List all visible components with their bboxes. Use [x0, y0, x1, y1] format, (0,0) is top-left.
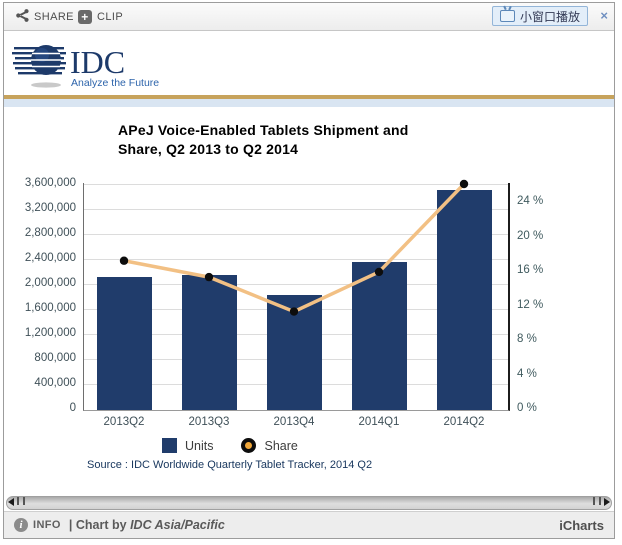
- y-axis-tick-right: 0 %: [517, 402, 537, 414]
- y-axis-tick-right: 12 %: [517, 298, 544, 311]
- y-axis-tick-left: 1,200,000: [24, 327, 76, 339]
- plot-area: 0 400,000 800,000 1,200,000 1,600,000 2,000,0…: [25, 177, 543, 428]
- share-line-layer: [119, 179, 469, 316]
- share-line: [122, 182, 466, 314]
- idc-logo-text: IDC: [70, 44, 125, 80]
- y-axis-tick-right: 8 %: [517, 333, 537, 346]
- x-axis-tick: 2014Q2: [443, 416, 485, 428]
- y-axis-tick-left: 1,600,000: [24, 302, 76, 314]
- grid-line: [84, 209, 508, 210]
- scrollbar-track[interactable]: [6, 496, 612, 510]
- chart-credit: | Chart by IDC Asia/Pacific: [69, 518, 225, 532]
- x-axis-tick: 2013Q3: [188, 416, 230, 428]
- bar-2013Q2[interactable]: [97, 277, 152, 410]
- y-axis-tick-left: 2,400,000: [24, 252, 76, 264]
- horizontal-scrollbar: [4, 495, 614, 511]
- info-label[interactable]: INFO: [33, 519, 61, 531]
- legend-units-label[interactable]: Units: [185, 438, 214, 453]
- y-axis-tick-left: 800,000: [34, 352, 76, 364]
- tv-icon: [499, 10, 515, 22]
- toolbar: SHARE + CLIP 小窗口播放 ×: [4, 3, 614, 31]
- clip-button[interactable]: + CLIP: [78, 3, 123, 30]
- popup-play-label: 小窗口播放: [519, 9, 580, 24]
- bar-2014Q1[interactable]: [352, 261, 407, 410]
- chart-title-line2: Share, Q2 2013 to Q2 2014: [118, 141, 299, 157]
- y-axis-tick-left: 2,000,000: [24, 277, 76, 289]
- y-axis-tick-right: 24 %: [517, 195, 544, 208]
- y-axis-tick-left: 0: [69, 402, 76, 414]
- chart-widget: SHARE + CLIP 小窗口播放 ×: [3, 2, 615, 539]
- scroll-left-arrow-icon[interactable]: [8, 498, 14, 506]
- source-note: Source : IDC Worldwide Quarterly Tablet …: [87, 459, 373, 471]
- legend-share-label[interactable]: Share: [264, 438, 298, 453]
- idc-logo: IDC Analyze the Future: [12, 44, 159, 89]
- chart-section: APeJ Voice-Enabled Tablets Shipment and …: [4, 107, 614, 496]
- credit-divider: |: [68, 518, 73, 532]
- y-axis-tick-right: 16 %: [517, 264, 544, 277]
- clip-label: CLIP: [97, 10, 124, 23]
- x-axis-tick: 2014Q1: [358, 416, 400, 428]
- bar-2013Q3[interactable]: [182, 274, 237, 410]
- y-axis-tick-left: 2,800,000: [24, 227, 76, 239]
- grid-line: [84, 184, 508, 185]
- y-axis-tick-left: 400,000: [34, 377, 76, 389]
- popup-play-button[interactable]: 小窗口播放: [491, 6, 588, 26]
- info-icon[interactable]: i: [14, 518, 28, 532]
- plus-icon: +: [78, 9, 92, 24]
- scrollbar-left-handle[interactable]: [17, 497, 25, 505]
- credit-org: IDC Asia/Pacific: [130, 518, 225, 532]
- legend: Units Share: [162, 438, 298, 453]
- share-label: SHARE: [34, 10, 74, 23]
- legend-units-swatch[interactable]: [162, 438, 177, 453]
- x-axis-tick: 2013Q2: [103, 416, 145, 428]
- y-axis-tick-left: 3,600,000: [24, 177, 76, 189]
- footer: i INFO | Chart by IDC Asia/Pacific iChar…: [4, 511, 614, 538]
- blue-divider: [4, 99, 614, 107]
- y-axis-tick-left: 3,200,000: [24, 202, 76, 214]
- grid-line: [84, 284, 508, 285]
- gold-divider: [4, 95, 614, 99]
- share-button[interactable]: SHARE: [16, 3, 74, 30]
- y-axis-tick-right: 20 %: [517, 229, 544, 242]
- share-point-2014Q2[interactable]: [459, 179, 469, 189]
- icharts-brand[interactable]: iCharts: [559, 517, 604, 533]
- close-icon[interactable]: ×: [600, 8, 608, 23]
- y-axis-tick-right: 4 %: [517, 367, 537, 380]
- share-point-2013Q2[interactable]: [119, 256, 129, 265]
- x-axis-tick: 2013Q4: [273, 416, 315, 428]
- share-icon: [16, 8, 29, 25]
- scrollbar-right-handle[interactable]: [593, 497, 601, 505]
- credit-prefix: Chart by: [75, 518, 127, 532]
- grid-line: [84, 234, 508, 235]
- bar-2014Q2[interactable]: [437, 189, 492, 410]
- share-point-2013Q4[interactable]: [289, 307, 299, 316]
- grid-line: [84, 259, 508, 260]
- chart-title-line1: APeJ Voice-Enabled Tablets Shipment and: [118, 122, 409, 138]
- share-point-2014Q1[interactable]: [374, 267, 384, 277]
- legend-share-marker[interactable]: [241, 438, 257, 453]
- idc-logo-tagline: Analyze the Future: [71, 77, 159, 89]
- share-point-2013Q3[interactable]: [204, 272, 214, 282]
- logo-band: IDC Analyze the Future: [4, 31, 614, 95]
- scroll-right-arrow-icon[interactable]: [604, 498, 610, 506]
- chart-title: APeJ Voice-Enabled Tablets Shipment and …: [118, 121, 408, 159]
